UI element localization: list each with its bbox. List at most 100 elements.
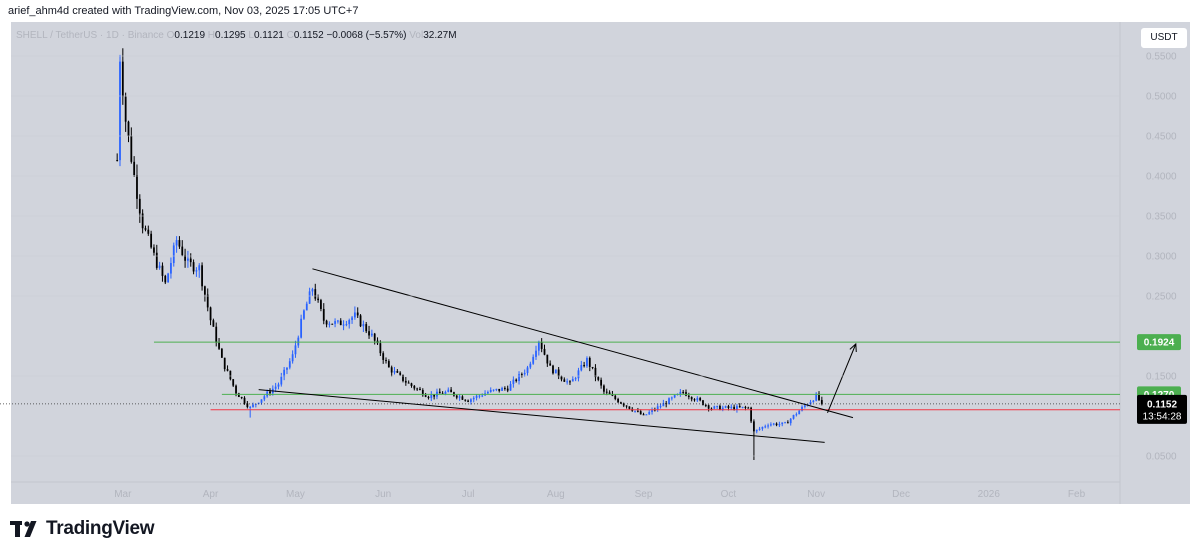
candle-body	[682, 391, 685, 393]
candle-body	[328, 323, 331, 325]
candle-body	[447, 389, 450, 392]
candles	[116, 48, 823, 460]
close-label: C	[286, 30, 294, 41]
candle-body	[702, 400, 704, 405]
symbol-legend[interactable]: SHELL / TetherUS · 1D · Binance O0.1219 …	[16, 30, 457, 41]
candle-body	[614, 395, 617, 400]
candle-body	[786, 422, 789, 424]
candle-body	[747, 407, 750, 409]
candle-body	[252, 404, 254, 407]
candle-body	[257, 402, 260, 404]
candle-body	[501, 387, 503, 391]
y-axis-ticks: 0.5500 0.5000 0.4500 0.4000 0.3500 0.3000 0.25…	[11, 52, 1177, 463]
candle-body	[659, 406, 662, 408]
candle-body	[413, 385, 416, 389]
candle-body	[232, 379, 235, 386]
candle-body	[226, 369, 229, 371]
candle-body	[362, 324, 365, 327]
y-tick-label: 0.5500	[1146, 52, 1177, 63]
candle-body	[470, 399, 472, 402]
candle-body	[161, 265, 164, 276]
candle-body	[229, 370, 232, 380]
candle-body	[450, 389, 453, 393]
candle-body	[611, 394, 614, 396]
candle-body	[136, 175, 138, 199]
candle-body	[184, 255, 186, 261]
candle-body	[201, 265, 203, 287]
candle-body	[554, 369, 557, 374]
time-axis[interactable]	[11, 482, 1120, 504]
candle-body	[645, 414, 648, 416]
candle-body	[492, 389, 495, 391]
level-label-bg	[1137, 334, 1181, 351]
plot-area[interactable]	[11, 22, 1120, 482]
candle-body	[481, 395, 484, 397]
candle-body	[416, 388, 419, 390]
candle-body	[314, 289, 317, 299]
x-tick-label: Sep	[635, 489, 653, 500]
candle-body	[518, 374, 520, 382]
candle-body	[175, 240, 178, 246]
candle-body	[399, 372, 402, 375]
candle-body	[223, 357, 226, 370]
candle-body	[569, 381, 571, 383]
candle-body	[393, 371, 396, 373]
candle-body	[424, 395, 427, 397]
candle-body	[710, 408, 713, 410]
candle-body	[600, 379, 602, 386]
candle-body	[605, 391, 608, 393]
chart-panel[interactable]: 0.5500 0.5000 0.4500 0.4000 0.3500 0.3000 0.25…	[0, 22, 1200, 504]
candle-body	[781, 422, 784, 425]
candle-body	[603, 385, 605, 392]
currency-button[interactable]: USDT	[1140, 27, 1188, 49]
high-label: H	[207, 30, 216, 41]
candle-body	[820, 400, 823, 404]
candle-body	[263, 396, 266, 400]
tradingview-brand[interactable]: TradingView	[10, 517, 155, 541]
candle-body	[187, 258, 189, 261]
candle-body	[795, 414, 798, 416]
candle-body	[770, 424, 772, 426]
candle-body	[608, 392, 611, 395]
candle-body	[198, 265, 201, 271]
price-chart[interactable]: 0.5500 0.5000 0.4500 0.4000 0.3500 0.3000 0.25…	[0, 22, 1200, 504]
x-tick-label: Apr	[203, 489, 219, 500]
y-tick-label: 0.1500	[1146, 372, 1177, 383]
close-value: 0.1152	[293, 30, 324, 41]
candle-body	[116, 160, 119, 161]
candle-body	[707, 405, 710, 409]
candle-body	[690, 397, 693, 400]
candle-body	[537, 341, 540, 351]
candle-body	[566, 381, 569, 383]
candle-body	[532, 356, 535, 364]
candle-body	[687, 395, 690, 398]
candle-body	[158, 265, 161, 268]
candle-body	[351, 317, 353, 321]
candle-body	[164, 275, 167, 283]
y-tick-label: 0.0500	[1146, 452, 1177, 463]
candle-body	[218, 342, 220, 349]
candle-body	[119, 61, 121, 161]
candle-body	[441, 393, 444, 395]
candle-body	[730, 406, 733, 408]
candle-body	[206, 294, 209, 308]
candle-body	[141, 213, 144, 229]
candle-body	[574, 378, 577, 380]
candle-body	[789, 418, 792, 424]
trendline-lower	[258, 389, 825, 443]
candle-body	[656, 406, 659, 410]
candle-body	[670, 397, 673, 399]
candle-body	[269, 391, 271, 394]
candle-body	[509, 384, 512, 391]
candle-body	[178, 240, 181, 247]
drawings	[0, 268, 1120, 443]
candle-body	[557, 369, 560, 377]
last-price-label-bg	[1137, 394, 1187, 424]
candle-body	[237, 393, 240, 398]
candle-body	[127, 121, 130, 136]
candle-body	[209, 307, 212, 321]
candle-body	[620, 402, 622, 404]
candle-body	[121, 61, 124, 97]
y-tick-label: 0.3500	[1146, 212, 1177, 223]
candle-body	[487, 392, 489, 394]
